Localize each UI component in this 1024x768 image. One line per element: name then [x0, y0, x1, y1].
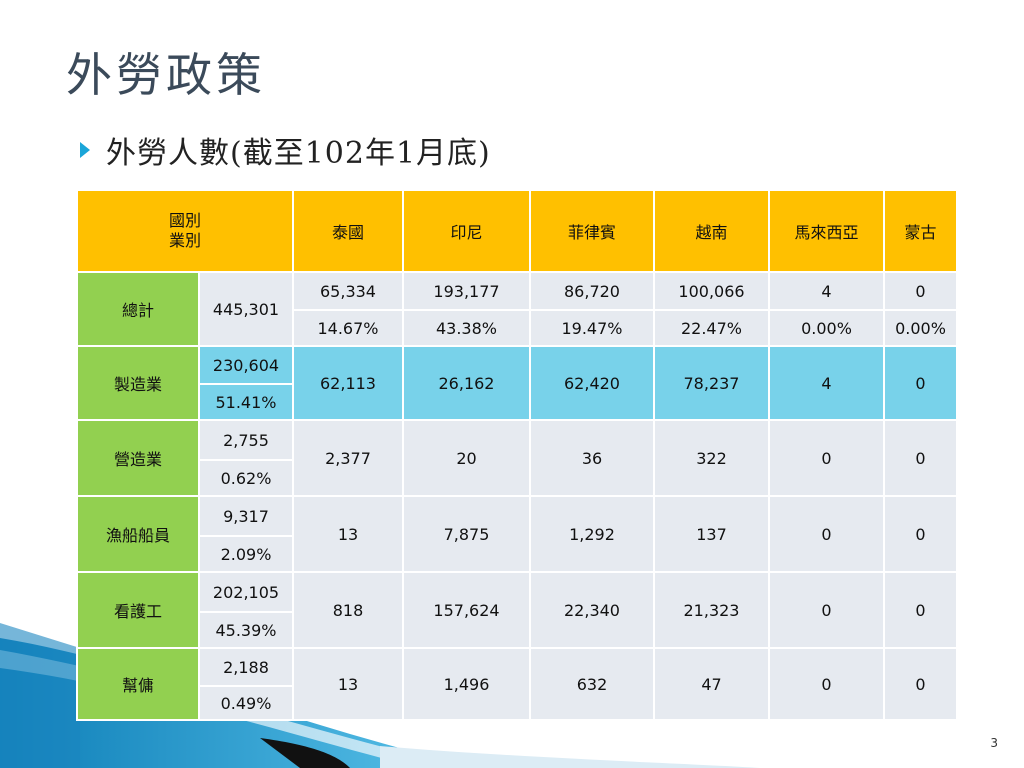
- table-cell: 322: [653, 419, 770, 497]
- table-cell: 2,377: [292, 419, 404, 497]
- table-cell: 1,496: [402, 647, 531, 721]
- percent-cell: 43.38%: [402, 309, 531, 347]
- share-cell: 45.39%: [198, 611, 294, 649]
- country-header: 菲律賓: [529, 189, 655, 273]
- count-cell: 2,755: [198, 419, 294, 461]
- corner-bottom-label: 業別: [168, 231, 201, 250]
- table-cell: 0: [883, 271, 958, 311]
- table-row: 看護工 202,105 818 157,624 22,340 21,323 0 …: [76, 571, 958, 649]
- percent-cell: 22.47%: [653, 309, 770, 347]
- table-cell: 47: [653, 647, 770, 721]
- corner-top-label: 國別: [168, 211, 201, 230]
- worker-table: 國別 業別 泰國 印尼 菲律賓 越南 馬來西亞 蒙古 總計 445,301 65…: [76, 189, 958, 721]
- bullet-item: 外勞人數(截至102年1月底): [80, 128, 491, 172]
- table-cell: 7,875: [402, 495, 531, 573]
- share-cell: 2.09%: [198, 535, 294, 573]
- table-cell: 100,066: [653, 271, 770, 311]
- table-cell: 36: [529, 419, 655, 497]
- slide-title: 外勞政策: [66, 48, 266, 102]
- table-row: 總計 445,301 65,334 193,177 86,720 100,066…: [76, 271, 958, 347]
- table-cell: 0: [768, 419, 885, 497]
- table-cell: 0: [883, 345, 958, 421]
- table-cell: 193,177: [402, 271, 531, 311]
- row-label: 總計: [76, 271, 200, 347]
- count-cell: 2,188: [198, 647, 294, 687]
- header-row: 國別 業別 泰國 印尼 菲律賓 越南 馬來西亞 蒙古: [76, 189, 958, 273]
- page-number: 3: [990, 736, 998, 750]
- table-cell: 137: [653, 495, 770, 573]
- table-cell: 13: [292, 647, 404, 721]
- percent-cell: 0.00%: [768, 309, 885, 347]
- table-row: 漁船船員 9,317 13 7,875 1,292 137 0 0: [76, 495, 958, 573]
- table-cell: 86,720: [529, 271, 655, 311]
- table-row: 51.41%: [77, 383, 957, 421]
- table-row: 45.39%: [77, 611, 957, 649]
- row-label: 看護工: [76, 571, 200, 649]
- table-cell: 62,420: [529, 345, 655, 421]
- table-row: 0.49%: [77, 685, 957, 721]
- table-cell: 0: [883, 571, 958, 649]
- row-label: 營造業: [76, 419, 200, 497]
- country-header: 蒙古: [883, 189, 958, 273]
- table-cell: 0: [883, 495, 958, 573]
- row-label: 製造業: [76, 345, 200, 421]
- table-cell: 4: [768, 271, 885, 311]
- percent-cell: 14.67%: [292, 309, 404, 347]
- table-cell: 13: [292, 495, 404, 573]
- table-row: 2.09%: [77, 535, 957, 573]
- table-cell: 0: [883, 647, 958, 721]
- table-cell: 65,334: [292, 271, 404, 311]
- table-row: 幫傭 2,188 13 1,496 632 47 0 0: [76, 647, 958, 721]
- table-cell: 0: [768, 571, 885, 649]
- country-header: 越南: [653, 189, 770, 273]
- table-cell: 78,237: [653, 345, 770, 421]
- bullet-text: 外勞人數(截至102年1月底): [106, 136, 491, 171]
- table-cell: 0: [768, 495, 885, 573]
- table-cell: 22,340: [529, 571, 655, 649]
- table-cell: 1,292: [529, 495, 655, 573]
- country-header: 泰國: [292, 189, 404, 273]
- table-row: 營造業 2,755 2,377 20 36 322 0 0: [76, 419, 958, 497]
- table-row: 製造業 230,604 62,113 26,162 62,420 78,237 …: [76, 345, 958, 421]
- table-cell: 62,113: [292, 345, 404, 421]
- table-cell: 20: [402, 419, 531, 497]
- count-cell: 230,604: [198, 345, 294, 385]
- table-row: 14.67% 43.38% 19.47% 22.47% 0.00% 0.00%: [77, 309, 958, 347]
- row-label: 漁船船員: [76, 495, 200, 573]
- percent-cell: 19.47%: [529, 309, 655, 347]
- table-row: 0.62%: [77, 459, 957, 497]
- row-label: 幫傭: [76, 647, 200, 721]
- country-header: 馬來西亞: [768, 189, 885, 273]
- table-cell: 0: [883, 419, 958, 497]
- share-cell: 51.41%: [198, 383, 294, 421]
- corner-header-cell: 國別 業別: [76, 189, 294, 273]
- bullet-arrow-icon: [80, 142, 90, 158]
- count-cell: 202,105: [198, 571, 294, 613]
- share-cell: 0.49%: [198, 685, 294, 721]
- table-cell: 4: [768, 345, 885, 421]
- table-cell: 21,323: [653, 571, 770, 649]
- share-cell: 0.62%: [198, 459, 294, 497]
- count-cell: 9,317: [198, 495, 294, 537]
- table-cell: 157,624: [402, 571, 531, 649]
- table-cell: 818: [292, 571, 404, 649]
- table-cell: 632: [529, 647, 655, 721]
- table-cell: 0: [768, 647, 885, 721]
- table-cell: 26,162: [402, 345, 531, 421]
- percent-cell: 0.00%: [883, 309, 958, 347]
- country-header: 印尼: [402, 189, 531, 273]
- total-count-cell: 445,301: [198, 271, 294, 347]
